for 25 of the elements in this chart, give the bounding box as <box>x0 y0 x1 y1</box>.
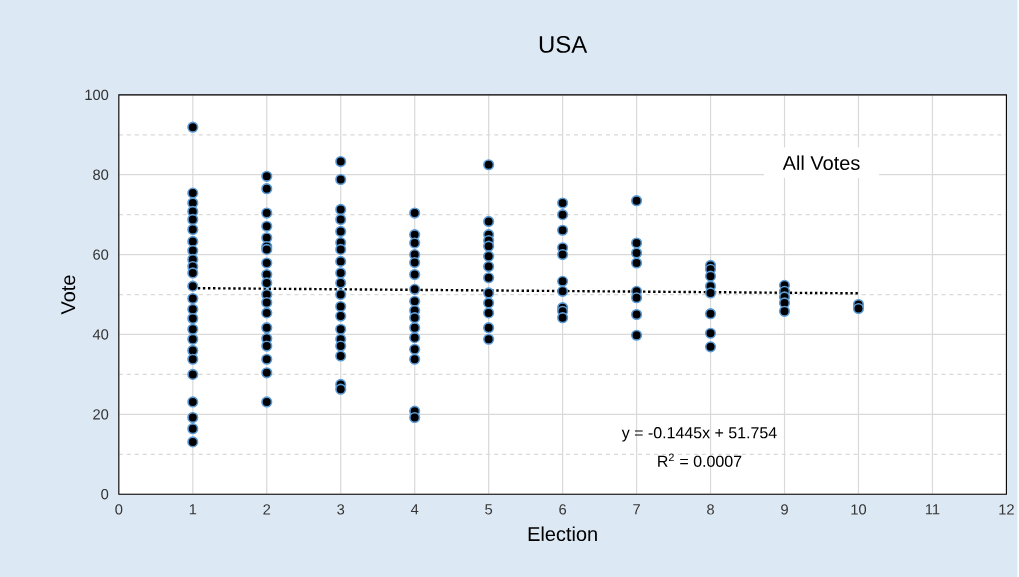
y-tick-label: 100 <box>85 89 109 100</box>
y-tick-label: 40 <box>92 329 109 340</box>
x-tick-label: 9 <box>781 504 788 515</box>
x-tick-label: 11 <box>925 504 940 515</box>
x-tick-label: 3 <box>337 504 345 515</box>
y-tick-label: 80 <box>93 169 109 180</box>
y-tick-label: 60 <box>93 249 109 260</box>
x-tick-label: 0 <box>115 504 123 515</box>
x-tick-label: 2 <box>263 504 271 515</box>
annotation: y = -0.1445x + 51.754 <box>621 427 777 442</box>
annotation: All Votes <box>782 155 860 171</box>
x-tick-label: 4 <box>410 504 419 515</box>
y-tick-label: 0 <box>101 489 109 500</box>
y-tick-label: 20 <box>93 409 109 420</box>
x-tick-label: 12 <box>999 504 1014 515</box>
chart-title: USA <box>539 35 588 53</box>
x-tick-label: 5 <box>485 504 493 515</box>
y-axis-title: Vote <box>61 275 76 315</box>
x-tick-label: 7 <box>633 504 640 515</box>
x-tick-label: 10 <box>851 504 867 515</box>
annotation: R$^{2}$ = 0.0007 <box>658 453 742 467</box>
x-axis-title: Election <box>528 526 597 542</box>
x-tick-label: 1 <box>189 504 197 515</box>
x-tick-label: 6 <box>559 504 567 515</box>
x-tick-label: 8 <box>707 504 714 515</box>
